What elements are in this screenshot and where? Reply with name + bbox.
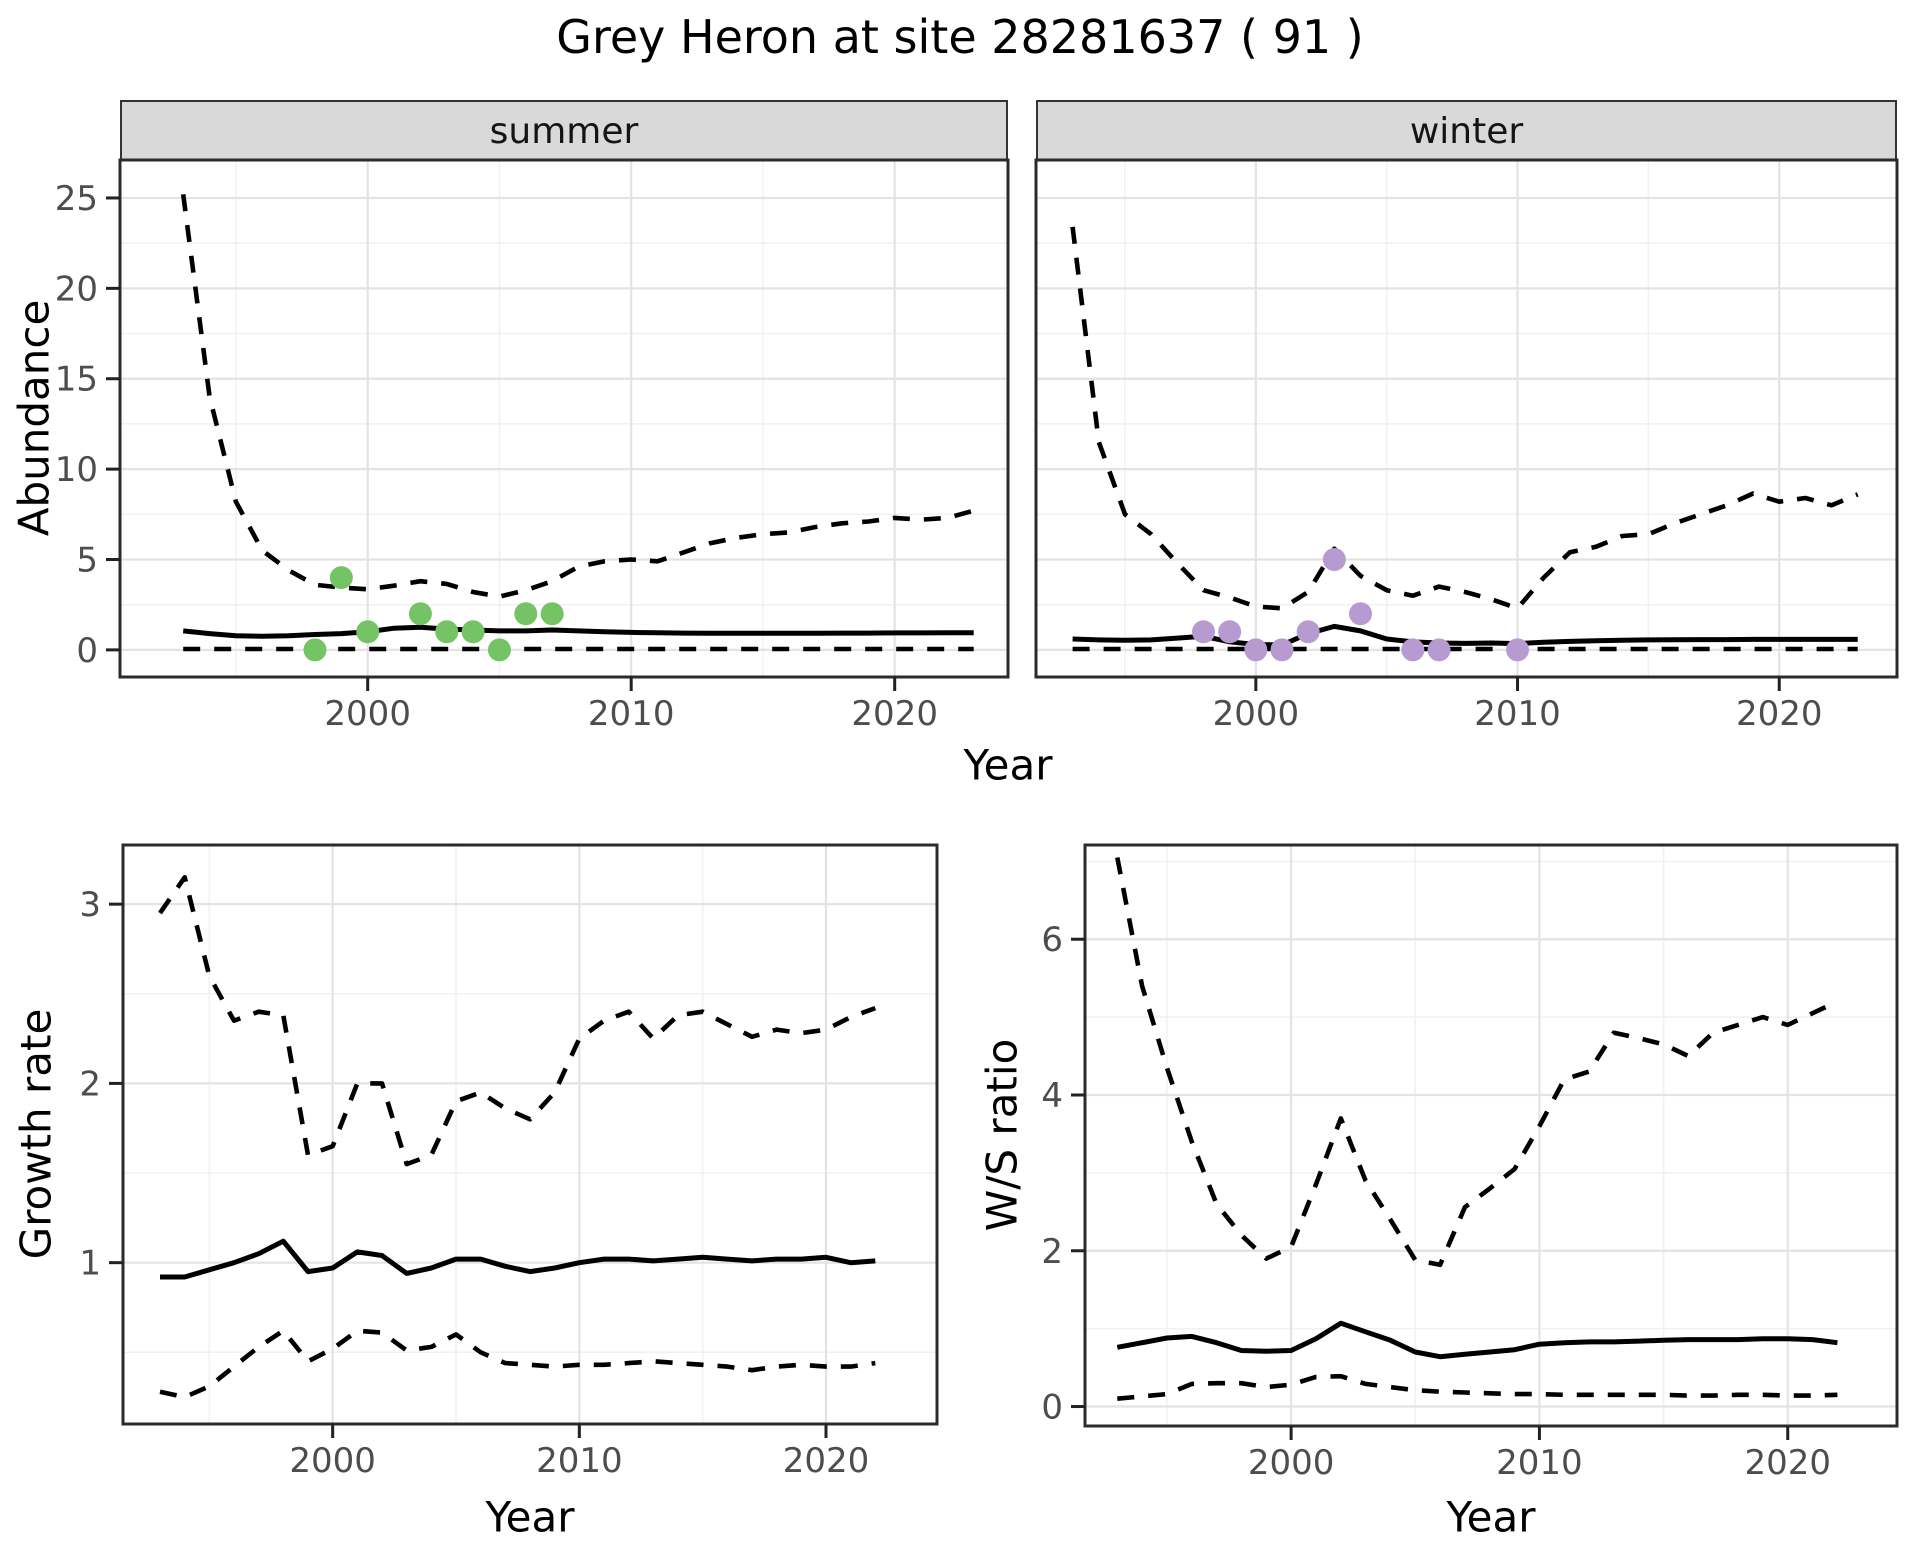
series-lower_95ci bbox=[1117, 1373, 1838, 1401]
y-tick-label: 0 bbox=[76, 631, 98, 671]
y-tick-label: 2 bbox=[79, 1064, 101, 1104]
data-point-observed-counts-winter bbox=[1218, 620, 1242, 644]
data-point-observed-counts-summer bbox=[329, 566, 353, 590]
facet-strip-summer: summer bbox=[120, 100, 1008, 162]
data-point-observed-counts-winter bbox=[1244, 638, 1268, 662]
y-tick-label: 4 bbox=[1041, 1076, 1063, 1116]
chart-ws-ratio: 2000 2010 2020 0 2 4 6 bbox=[1041, 843, 1899, 1483]
data-point-observed-counts-winter bbox=[1506, 638, 1530, 662]
x-tick-label: 2010 bbox=[1496, 1443, 1583, 1483]
panel-border bbox=[1083, 843, 1899, 1428]
series-median bbox=[160, 1238, 876, 1280]
facet-strip-summer-label: summer bbox=[489, 110, 639, 152]
x-tick-label: 2010 bbox=[588, 694, 675, 734]
data-point-observed-counts-winter bbox=[1322, 548, 1346, 571]
x-axis-title-bottom-right: Year bbox=[1446, 1492, 1536, 1542]
data-point-observed-counts-summer bbox=[356, 620, 380, 644]
panel-border bbox=[1034, 158, 1899, 679]
y-tick-label: 10 bbox=[55, 450, 98, 490]
y-tick-label: 15 bbox=[55, 360, 98, 400]
y-tick-label: 2 bbox=[1041, 1232, 1063, 1272]
y-tick-label: 25 bbox=[55, 179, 98, 219]
series-upper_95ci bbox=[180, 194, 975, 599]
x-axis-title-bottom-left: Year bbox=[485, 1492, 575, 1542]
data-point-observed-counts-winter bbox=[1349, 602, 1373, 626]
data-point-observed-counts-summer bbox=[540, 602, 564, 626]
data-point-observed-counts-summer bbox=[461, 620, 485, 644]
x-tick-label: 2000 bbox=[1213, 694, 1300, 734]
y-tick-label: 3 bbox=[79, 885, 101, 925]
x-tick-label: 2020 bbox=[851, 694, 938, 734]
panel-border bbox=[118, 158, 1010, 679]
x-tick-label: 2020 bbox=[1744, 1443, 1831, 1483]
facet-strip-winter: winter bbox=[1036, 100, 1897, 162]
y-tick-label: 6 bbox=[1041, 920, 1063, 960]
facet-strip-winter-label: winter bbox=[1409, 110, 1524, 152]
data-point-observed-counts-winter bbox=[1270, 638, 1294, 662]
series-median bbox=[1116, 1320, 1838, 1360]
data-point-observed-counts-winter bbox=[1427, 638, 1451, 662]
chart-abundance-winter: 2000 2010 2020 bbox=[1034, 158, 1899, 734]
series-median bbox=[182, 624, 974, 639]
panel-background bbox=[120, 160, 1008, 677]
x-tick-label: 2020 bbox=[1736, 694, 1823, 734]
panel-background bbox=[123, 845, 937, 1424]
series-upper_95ci bbox=[158, 874, 877, 1167]
page-title: Grey Heron at site 28281637 ( 91 ) bbox=[556, 10, 1364, 64]
y-tick-label: 0 bbox=[1041, 1388, 1063, 1428]
x-tick-label: 2000 bbox=[289, 1441, 376, 1481]
series-lower_95ci bbox=[159, 1328, 876, 1400]
panel-border bbox=[121, 843, 939, 1426]
data-point-observed-counts-winter bbox=[1191, 620, 1215, 644]
chart-abundance-summer: 2000 2010 2020 0 5 10 15 20 25 bbox=[55, 158, 1010, 734]
data-point-observed-counts-summer bbox=[514, 602, 538, 626]
series-upper_95ci bbox=[1070, 226, 1859, 611]
y-tick-label: 1 bbox=[79, 1244, 101, 1284]
data-point-observed-counts-winter bbox=[1296, 620, 1320, 644]
x-tick-label: 2000 bbox=[1248, 1443, 1335, 1483]
x-axis-title-top: Year bbox=[963, 740, 1053, 790]
data-point-observed-counts-winter bbox=[1401, 638, 1425, 662]
chart-growth-rate: 2000 2010 2020 1 2 3 bbox=[79, 843, 939, 1481]
data-point-observed-counts-summer bbox=[435, 620, 459, 644]
y-tick-label: 5 bbox=[76, 541, 98, 581]
panel-background bbox=[1036, 160, 1897, 677]
x-tick-label: 2000 bbox=[324, 694, 411, 734]
data-point-observed-counts-summer bbox=[408, 602, 432, 626]
x-tick-label: 2020 bbox=[783, 1441, 870, 1481]
x-tick-label: 2010 bbox=[536, 1441, 623, 1481]
x-tick-label: 2010 bbox=[1474, 694, 1561, 734]
data-point-observed-counts-summer bbox=[487, 638, 511, 662]
y-tick-label: 20 bbox=[55, 269, 98, 309]
data-point-observed-counts-summer bbox=[303, 638, 327, 662]
